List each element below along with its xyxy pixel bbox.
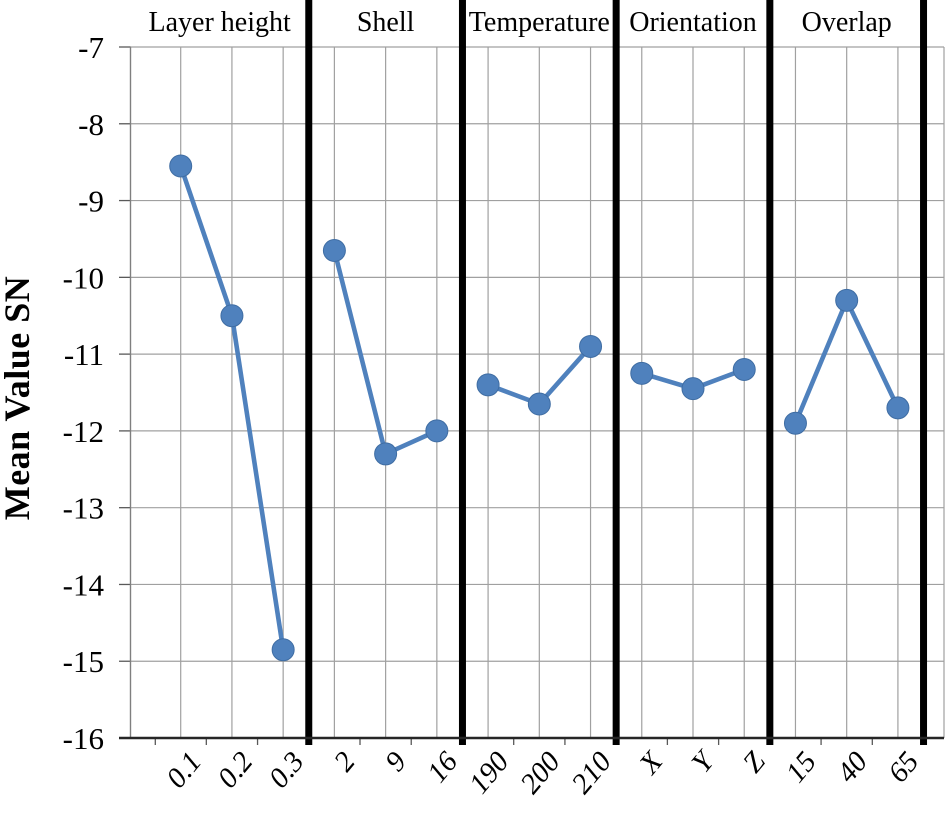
x-tick-label: 15 bbox=[780, 746, 823, 789]
data-point-marker bbox=[169, 154, 193, 178]
y-tick-label: -13 bbox=[63, 491, 104, 526]
data-point-marker bbox=[322, 238, 346, 262]
y-tick-label: -15 bbox=[63, 644, 104, 679]
y-tick-label: -9 bbox=[78, 184, 104, 219]
y-tick-label: -16 bbox=[63, 721, 104, 756]
data-point-marker bbox=[527, 392, 551, 416]
x-tick-label: X bbox=[633, 745, 670, 781]
x-tick-label: 0.3 bbox=[263, 746, 311, 794]
y-tick-label: -12 bbox=[63, 414, 104, 449]
data-point-marker bbox=[271, 638, 295, 662]
y-tick-label: -8 bbox=[78, 107, 104, 142]
data-point-marker bbox=[886, 396, 910, 420]
panel-header-label: Overlap bbox=[802, 7, 892, 38]
x-tick-label: 9 bbox=[379, 746, 413, 778]
y-tick-label: -7 bbox=[78, 30, 104, 65]
data-point-marker bbox=[579, 334, 603, 358]
x-tick-label: 0.1 bbox=[160, 746, 208, 794]
data-point-marker bbox=[835, 288, 859, 312]
x-tick-label: 190 bbox=[463, 746, 516, 800]
panel-header-label: Layer height bbox=[148, 7, 290, 38]
x-tick-label: 200 bbox=[514, 746, 567, 800]
panel-header-label: Orientation bbox=[629, 7, 757, 38]
panel-header-label: Shell bbox=[357, 7, 415, 38]
data-point-marker bbox=[783, 411, 807, 435]
data-point-marker bbox=[374, 442, 398, 466]
y-tick-label: -11 bbox=[64, 337, 104, 372]
data-point-marker bbox=[425, 419, 449, 443]
x-tick-label: Y bbox=[685, 744, 722, 779]
data-point-marker bbox=[220, 304, 244, 328]
x-tick-label: 2 bbox=[328, 746, 362, 778]
data-point-marker bbox=[630, 361, 654, 385]
y-tick-label: -14 bbox=[63, 567, 105, 602]
x-tick-label: Z bbox=[737, 745, 772, 779]
data-point-marker bbox=[732, 357, 756, 381]
y-tick-label: -10 bbox=[63, 260, 104, 295]
x-tick-label: 16 bbox=[421, 746, 464, 789]
x-tick-label: 0.2 bbox=[211, 746, 259, 794]
x-tick-label: 210 bbox=[565, 746, 618, 800]
data-point-marker bbox=[681, 377, 705, 401]
y-axis-title: Mean Value SN bbox=[0, 275, 37, 521]
x-tick-label: 65 bbox=[882, 746, 925, 789]
panel-header-label: Temperature bbox=[469, 7, 610, 38]
x-tick-label: 40 bbox=[831, 746, 874, 789]
data-point-marker bbox=[476, 373, 500, 397]
